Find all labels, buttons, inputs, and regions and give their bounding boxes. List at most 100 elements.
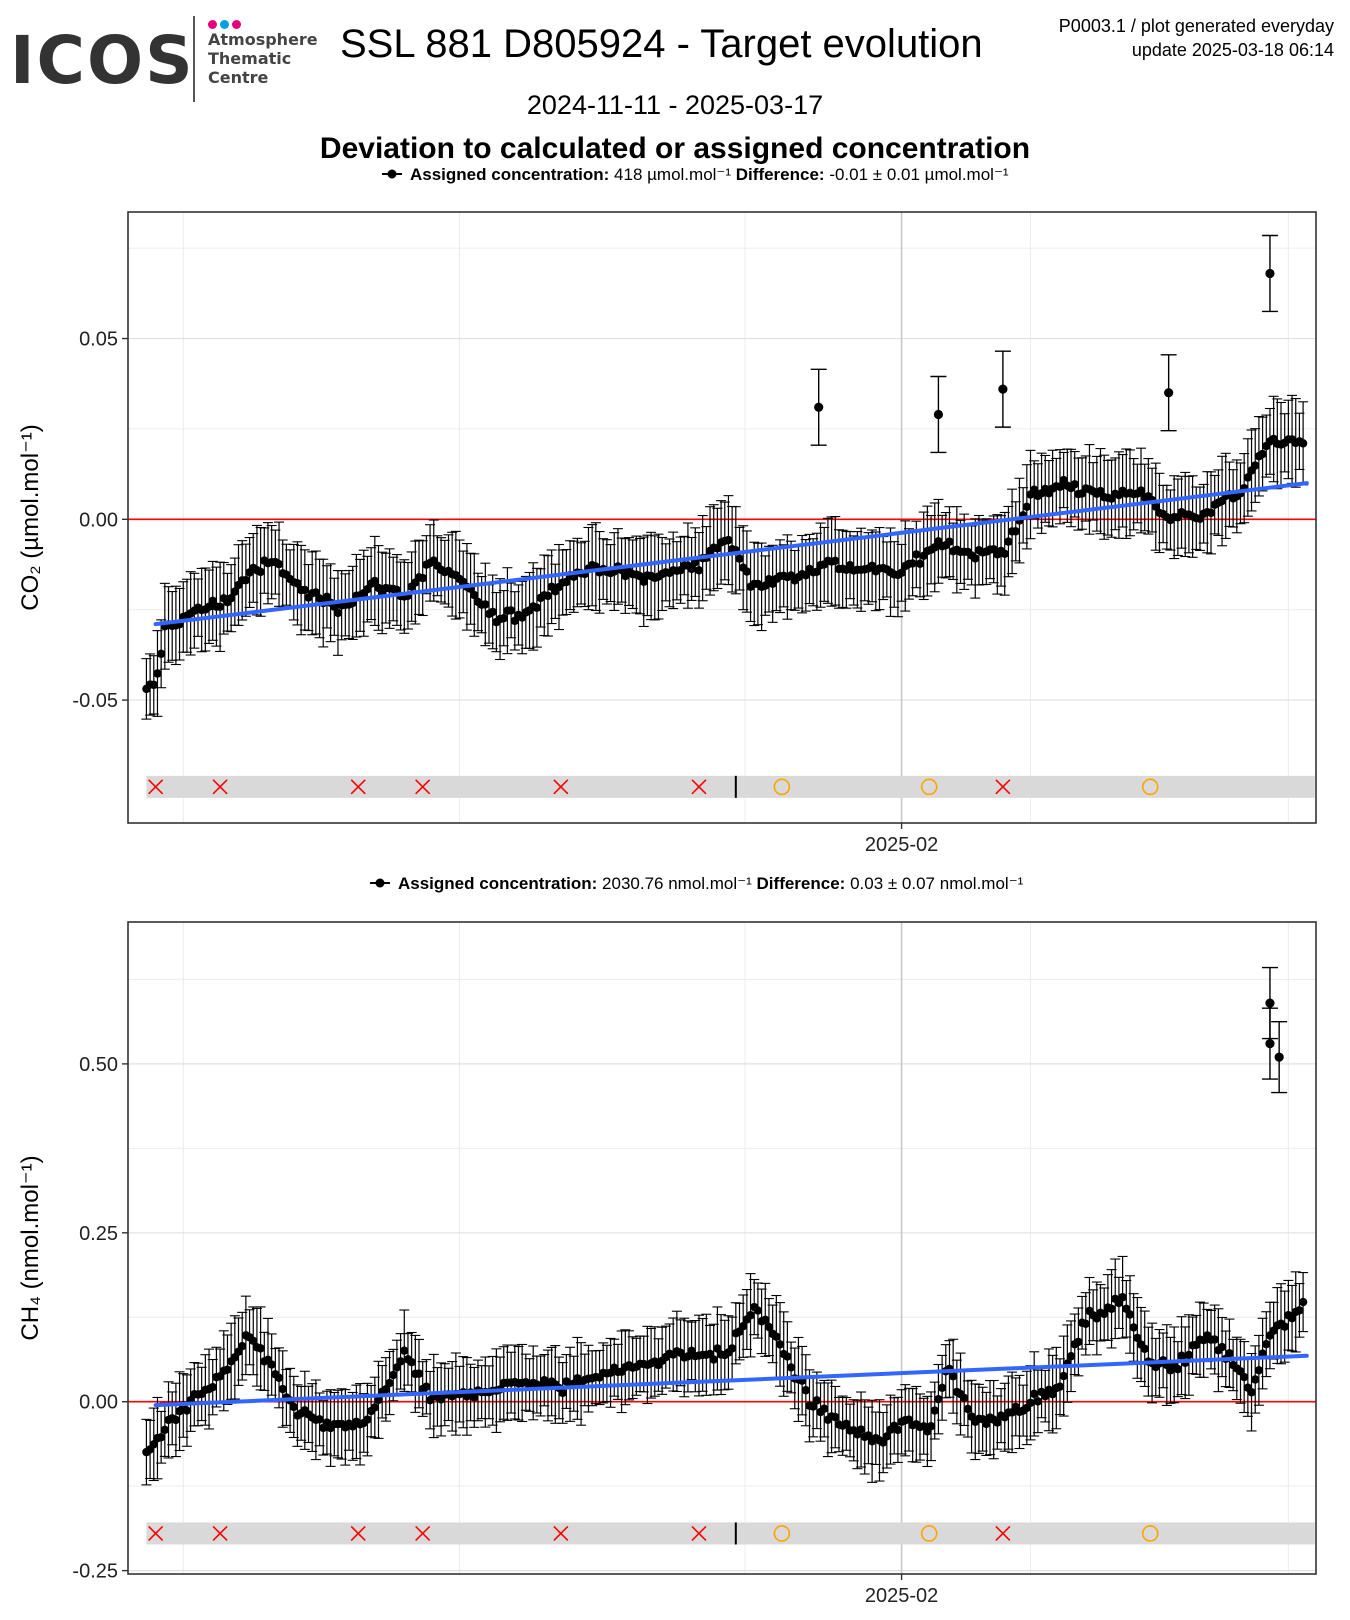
data-point	[801, 1386, 811, 1395]
data-point	[215, 602, 225, 612]
legend-difference-value: -0.01 ± 0.01 µmol.mol⁻¹	[829, 165, 1009, 184]
logo-divider	[193, 16, 195, 102]
data-point	[709, 1355, 718, 1364]
data-point	[746, 1311, 755, 1320]
data-point	[1004, 537, 1013, 546]
outlier-point	[998, 384, 1008, 394]
data-point	[1295, 1306, 1304, 1315]
data-point	[1173, 1364, 1183, 1374]
data-point	[738, 1321, 748, 1331]
logo-dots	[208, 16, 244, 29]
data-point	[1055, 1382, 1065, 1391]
y-tick-label: 0.50	[79, 1054, 118, 1076]
data-point	[783, 1352, 792, 1361]
legend-marker	[387, 169, 397, 179]
data-point	[915, 559, 925, 568]
plot-border	[127, 211, 1317, 824]
data-point	[226, 593, 236, 603]
data-point	[1059, 1371, 1068, 1381]
event-circle-marker	[920, 778, 938, 796]
data-point	[481, 600, 490, 609]
data-point	[1055, 482, 1065, 491]
data-point	[241, 575, 251, 585]
y-tick-label: -0.05	[72, 690, 118, 712]
outlier-point	[814, 402, 824, 412]
data-point	[392, 585, 402, 595]
outlier-point	[1265, 998, 1275, 1008]
data-point	[374, 1395, 383, 1405]
data-point	[208, 1382, 217, 1392]
event-circle-marker	[773, 778, 791, 796]
chart-panel-co2: Assigned concentration: 418 µmol.mol⁻¹ D…	[17, 165, 1317, 856]
legend-assigned-value: 2030.76 nmol.mol⁻¹	[602, 874, 757, 893]
data-point	[1029, 485, 1039, 494]
plot-meta: P0003.1 / plot generated everyday update…	[1059, 14, 1334, 62]
data-point	[842, 1419, 851, 1429]
data-point	[742, 567, 752, 576]
data-point	[1107, 1304, 1116, 1313]
data-point	[370, 1403, 380, 1412]
data-point	[856, 1425, 866, 1434]
data-point	[249, 1336, 258, 1346]
data-point	[1151, 502, 1160, 511]
data-point	[1081, 1319, 1090, 1329]
event-cross-marker	[350, 779, 366, 795]
data-point	[470, 1393, 479, 1402]
data-point	[160, 1425, 170, 1435]
data-point	[982, 1419, 991, 1429]
data-point	[812, 567, 822, 576]
data-point	[1074, 1337, 1083, 1347]
trend-line	[153, 1353, 1309, 1408]
data-point	[278, 1384, 287, 1394]
y-tick-label: 0.00	[79, 509, 118, 531]
outlier-point	[1265, 1039, 1275, 1049]
logo-sub-line-2: Thematic	[208, 49, 292, 68]
data-point	[422, 1382, 431, 1391]
data-point	[149, 680, 158, 690]
meta-line-1: P0003.1 / plot generated everyday	[1058, 16, 1334, 36]
data-point	[315, 1415, 324, 1424]
data-point	[230, 587, 240, 596]
data-point	[878, 1438, 888, 1447]
data-point	[171, 1415, 181, 1425]
data-point	[761, 581, 770, 590]
event-cross-marker	[148, 779, 164, 795]
data-point	[300, 585, 310, 595]
event-cross-marker	[691, 1525, 707, 1542]
data-point	[963, 1404, 973, 1414]
data-point	[1243, 473, 1253, 482]
legend: Assigned concentration: 418 µmol.mol⁻¹ D…	[382, 165, 1009, 184]
data-point	[1210, 1335, 1219, 1344]
data-point	[389, 1370, 398, 1380]
plot-background	[128, 922, 1316, 1574]
data-point	[363, 1415, 372, 1424]
data-point	[1066, 1352, 1076, 1361]
legend-assigned-label: Assigned concentration:	[398, 874, 602, 893]
data-point	[786, 1363, 796, 1372]
data-point	[1133, 1333, 1142, 1343]
data-point	[724, 535, 733, 545]
data-point	[1239, 1372, 1249, 1382]
outlier-point	[1274, 1052, 1284, 1062]
data-point	[735, 554, 744, 563]
y-axis: -0.05 0.00 0.05 CO₂ (µmol.mol⁻¹)	[17, 329, 128, 712]
data-point	[293, 579, 302, 588]
legend-text: Assigned concentration: 418 µmol.mol⁻¹ D…	[410, 165, 1009, 184]
data-point	[948, 1372, 958, 1381]
y-axis-label: CO₂ (µmol.mol⁻¹)	[17, 424, 44, 610]
data-point	[893, 1425, 903, 1435]
y-axis-label: CH₄ (nmol.mol⁻¹)	[17, 1155, 44, 1340]
plot-background	[128, 212, 1316, 823]
data-point	[1225, 1349, 1234, 1358]
legend-difference-value: 0.03 ± 0.07 nmol.mol⁻¹	[850, 874, 1024, 893]
data-point	[156, 649, 166, 658]
event-cross-marker	[415, 779, 431, 795]
data-point	[1251, 1375, 1260, 1384]
data-point	[333, 608, 343, 618]
event-cross-marker	[553, 1525, 569, 1542]
legend-text: Assigned concentration: 2030.76 nmol.mol…	[398, 874, 1024, 893]
data-point	[926, 1422, 936, 1431]
data-point	[694, 566, 704, 575]
data-point	[256, 1344, 265, 1353]
